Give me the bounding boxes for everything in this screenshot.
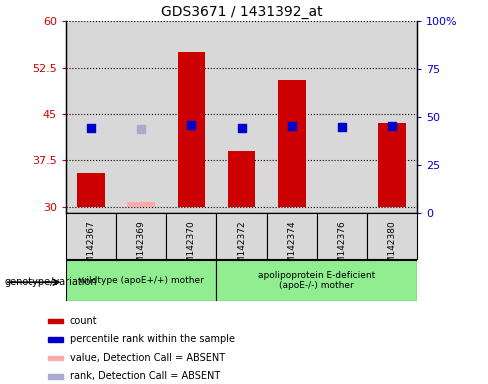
FancyBboxPatch shape xyxy=(166,213,217,259)
Bar xyxy=(66,21,116,213)
Bar xyxy=(166,21,217,213)
Bar xyxy=(228,151,255,207)
FancyBboxPatch shape xyxy=(66,260,217,301)
Bar xyxy=(178,52,205,207)
Point xyxy=(187,122,195,128)
Point xyxy=(87,124,95,131)
FancyBboxPatch shape xyxy=(317,213,367,259)
Bar xyxy=(317,21,367,213)
Point xyxy=(137,126,145,132)
Text: rank, Detection Call = ABSENT: rank, Detection Call = ABSENT xyxy=(70,371,220,381)
Point xyxy=(388,123,396,129)
Bar xyxy=(77,173,105,207)
Text: value, Detection Call = ABSENT: value, Detection Call = ABSENT xyxy=(70,353,225,363)
Text: count: count xyxy=(70,316,98,326)
Text: GSM142380: GSM142380 xyxy=(387,220,397,275)
FancyBboxPatch shape xyxy=(66,213,116,259)
Point xyxy=(338,124,346,130)
Text: wildtype (apoE+/+) mother: wildtype (apoE+/+) mother xyxy=(79,276,203,285)
FancyBboxPatch shape xyxy=(367,213,417,259)
Bar xyxy=(266,21,317,213)
FancyBboxPatch shape xyxy=(116,213,166,259)
Text: genotype/variation: genotype/variation xyxy=(5,277,98,287)
FancyBboxPatch shape xyxy=(217,260,417,301)
Bar xyxy=(48,319,63,323)
Text: apolipoprotein E-deficient
(apoE-/-) mother: apolipoprotein E-deficient (apoE-/-) mot… xyxy=(258,271,375,290)
Point xyxy=(288,123,296,129)
Point xyxy=(238,124,245,131)
Text: percentile rank within the sample: percentile rank within the sample xyxy=(70,334,235,344)
Bar xyxy=(48,337,63,342)
Text: GSM142372: GSM142372 xyxy=(237,220,246,275)
Text: GSM142376: GSM142376 xyxy=(337,220,346,275)
Title: GDS3671 / 1431392_at: GDS3671 / 1431392_at xyxy=(161,5,323,19)
Bar xyxy=(378,123,406,207)
Bar xyxy=(367,21,417,213)
Text: GSM142374: GSM142374 xyxy=(287,220,296,275)
Text: GSM142367: GSM142367 xyxy=(86,220,96,275)
Text: GSM142370: GSM142370 xyxy=(187,220,196,275)
FancyBboxPatch shape xyxy=(266,213,317,259)
Bar xyxy=(278,80,305,207)
Bar xyxy=(217,21,266,213)
Bar xyxy=(116,21,166,213)
Bar xyxy=(48,374,63,379)
Text: GSM142369: GSM142369 xyxy=(137,220,146,275)
FancyBboxPatch shape xyxy=(217,213,266,259)
Bar xyxy=(127,202,155,207)
Bar xyxy=(48,356,63,360)
